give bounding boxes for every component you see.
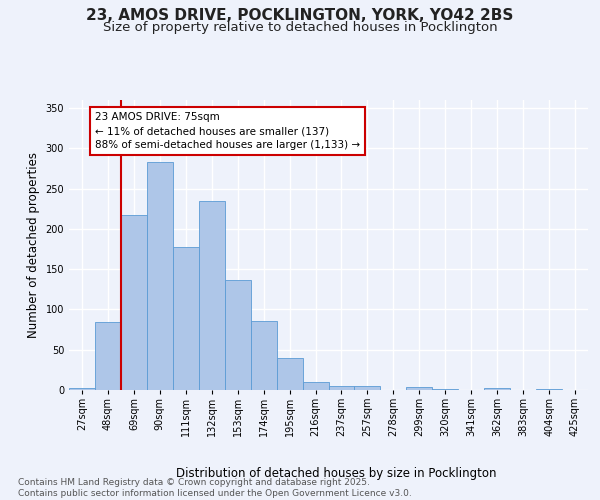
Bar — [433, 389, 458, 390]
Bar — [121, 215, 147, 390]
Text: Size of property relative to detached houses in Pocklington: Size of property relative to detached ho… — [103, 21, 497, 34]
Bar — [302, 382, 329, 390]
Bar — [199, 200, 224, 390]
Bar — [355, 386, 380, 390]
Bar — [225, 280, 251, 390]
Y-axis label: Number of detached properties: Number of detached properties — [27, 152, 40, 338]
Bar — [251, 320, 277, 390]
Bar — [147, 162, 173, 390]
Text: 23 AMOS DRIVE: 75sqm
← 11% of detached houses are smaller (137)
88% of semi-deta: 23 AMOS DRIVE: 75sqm ← 11% of detached h… — [95, 112, 360, 150]
Text: Contains HM Land Registry data © Crown copyright and database right 2025.
Contai: Contains HM Land Registry data © Crown c… — [18, 478, 412, 498]
Text: Distribution of detached houses by size in Pocklington: Distribution of detached houses by size … — [176, 467, 496, 480]
Bar — [69, 388, 95, 390]
Bar — [95, 322, 121, 390]
Bar — [484, 388, 510, 390]
Bar — [406, 387, 432, 390]
Bar — [329, 386, 355, 390]
Bar — [536, 389, 562, 390]
Bar — [173, 248, 199, 390]
Text: 23, AMOS DRIVE, POCKLINGTON, YORK, YO42 2BS: 23, AMOS DRIVE, POCKLINGTON, YORK, YO42 … — [86, 8, 514, 22]
Bar — [277, 358, 302, 390]
